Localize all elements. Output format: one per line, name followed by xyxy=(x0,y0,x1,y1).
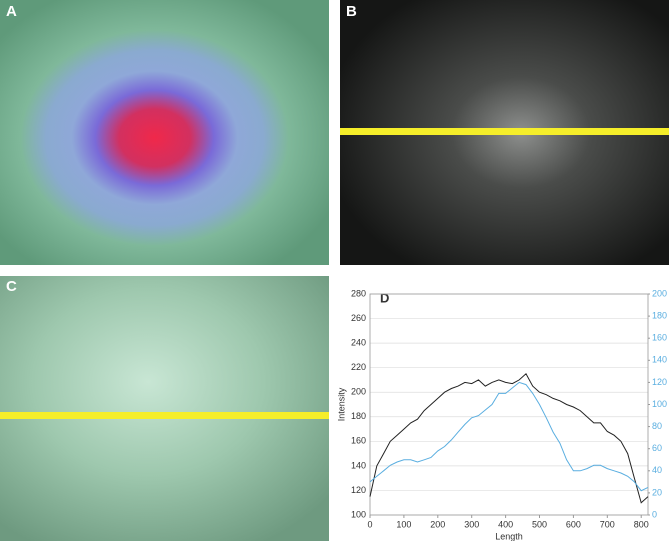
profile-line xyxy=(0,412,329,419)
y2-tick-label: 40 xyxy=(652,465,662,475)
y2-tick-label: 60 xyxy=(652,443,662,453)
x-tick-label: 500 xyxy=(532,519,547,529)
y2-tick-label: 0 xyxy=(652,509,657,519)
data-line xyxy=(369,373,649,504)
y2-tick-label: 20 xyxy=(652,487,662,497)
x-tick-label: 300 xyxy=(464,519,479,529)
panel-label: C xyxy=(6,278,17,295)
y-tick-label: 200 xyxy=(351,387,366,397)
x-tick-label: 0 xyxy=(367,519,372,529)
chart-background xyxy=(340,276,669,541)
y-tick-label: 120 xyxy=(351,485,366,495)
y-tick-label: 100 xyxy=(351,509,366,519)
y2-tick-label: 140 xyxy=(652,355,667,365)
image-c xyxy=(0,276,329,541)
panel-label: A xyxy=(6,3,17,20)
y-tick-label: 280 xyxy=(351,288,366,298)
x-tick-label: 800 xyxy=(634,519,649,529)
x-tick-label: 700 xyxy=(600,519,615,529)
x-tick-label: 400 xyxy=(498,519,513,529)
y-tick-label: 240 xyxy=(351,337,366,347)
y-tick-label: 220 xyxy=(351,362,366,372)
image-a xyxy=(0,0,329,265)
y-tick-label: 260 xyxy=(351,313,366,323)
x-tick-label: 600 xyxy=(566,519,581,529)
y2-tick-label: 80 xyxy=(652,421,662,431)
y-tick-label: 160 xyxy=(351,436,366,446)
plot-frame xyxy=(369,293,649,516)
data-line xyxy=(369,381,649,492)
y2-tick-label: 180 xyxy=(652,310,667,320)
panel-label: D xyxy=(380,290,389,305)
y2-tick-label: 200 xyxy=(652,288,667,298)
profile-line xyxy=(340,128,669,135)
y-tick-label: 140 xyxy=(351,460,366,470)
y-tick-label: 180 xyxy=(351,411,366,421)
x-axis-label: Length xyxy=(495,531,523,541)
y2-tick-label: 100 xyxy=(652,399,667,409)
x-tick-label: 200 xyxy=(430,519,445,529)
y2-tick-label: 160 xyxy=(652,333,667,343)
y2-tick-label: 120 xyxy=(652,377,667,387)
y-axis-label: Intensity xyxy=(336,387,346,421)
chart: D 100 120 140 160 180 200 220 240 260 280 0 20 40 60 8… xyxy=(336,276,669,541)
x-tick-label: 100 xyxy=(396,519,411,529)
panel-label: B xyxy=(346,3,357,20)
